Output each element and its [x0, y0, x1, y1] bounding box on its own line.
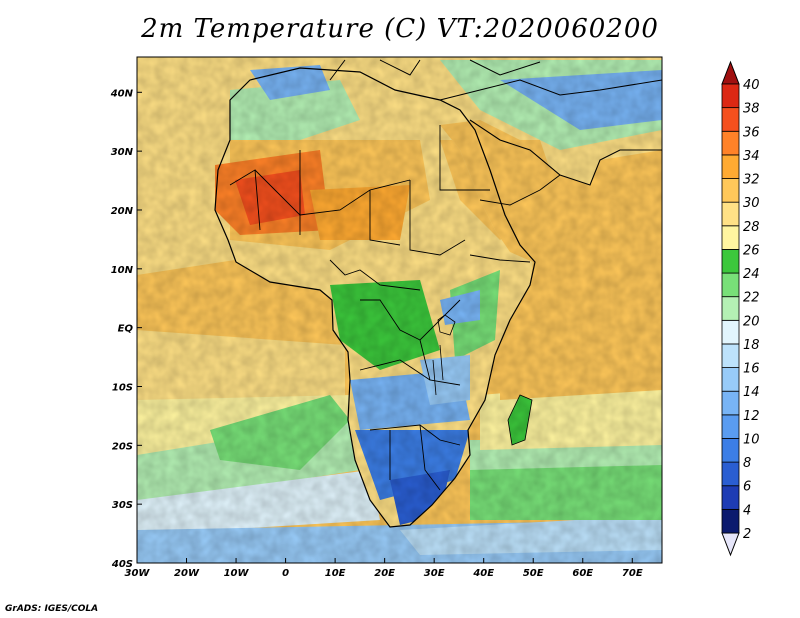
- colorbar-box: [721, 485, 740, 510]
- colorbar-label: 36: [743, 125, 760, 140]
- lat-tick-label: 30N: [111, 147, 134, 158]
- colorbar-label: 22: [743, 291, 760, 306]
- colorbar-label: 18: [743, 338, 760, 353]
- lon-tick-label: 70E: [622, 568, 643, 579]
- lon-tick-label: 10E: [325, 568, 346, 579]
- colorbar-label: 8: [743, 456, 751, 471]
- colorbar-label: 40: [743, 78, 760, 93]
- colorbar-box: [721, 508, 740, 534]
- colorbar-box: [721, 296, 740, 321]
- lon-tick-label: 20W: [174, 568, 200, 579]
- grads-credit: GrADS: IGES/COLA: [5, 604, 99, 614]
- colorbar-label: 32: [743, 173, 760, 188]
- lat-tick-label: 30S: [112, 500, 133, 511]
- colorbar-box: [721, 367, 740, 392]
- lon-tick-label: 20E: [374, 568, 395, 579]
- lat-tick-label: EQ: [118, 324, 134, 335]
- colorbar-box: [721, 130, 740, 156]
- lakes: [432, 314, 456, 396]
- lat-tick-label: 20S: [112, 441, 133, 452]
- lat-tick-label: 10S: [112, 382, 133, 393]
- colorbar-label: 2: [743, 527, 751, 542]
- arabia-coastline: [469, 119, 662, 186]
- lat-axis: 40N 30N 20N 10N EQ 10S 20S 30S 40S: [110, 88, 142, 570]
- temperature-field: [137, 57, 662, 563]
- colorbar-box: [721, 390, 740, 416]
- lon-axis: 30W 20W 10W 0 10E 20E 30E 40E 50E 60E 70E: [125, 558, 643, 579]
- colorbar-box: [721, 201, 740, 227]
- colorbar-label: 34: [743, 149, 760, 164]
- colorbar-label: 14: [743, 385, 760, 400]
- colorbar-box: [721, 225, 740, 250]
- colorbar-label: 4: [743, 503, 751, 518]
- levant-coastline: [439, 79, 662, 101]
- colorbar-box: [721, 319, 740, 345]
- colorbar-label: 12: [743, 409, 760, 424]
- lon-tick-label: 30E: [424, 568, 445, 579]
- colorbar-box: [721, 272, 740, 298]
- colorbar-box: [721, 178, 740, 203]
- colorbar-box: [721, 154, 740, 179]
- colorbar-label: 30: [743, 196, 760, 211]
- field-texture: [137, 57, 662, 563]
- lon-tick-label: 0: [282, 568, 289, 579]
- colorbar-box: [721, 414, 740, 439]
- colorbar-box: [721, 461, 740, 487]
- colorbar-label: 16: [743, 362, 760, 377]
- lon-tick-label: 30W: [125, 568, 151, 579]
- country-borders: [229, 125, 561, 491]
- colorbar-label: 38: [743, 102, 760, 117]
- colorbar-under-arrow: [721, 532, 740, 557]
- colorbar-box: [721, 343, 740, 368]
- colorbar-box: [721, 249, 740, 274]
- map-title: 2m Temperature (C) VT:2020060200: [141, 14, 659, 44]
- lat-tick-label: 40S: [111, 559, 133, 570]
- colorbar-label: 20: [743, 314, 760, 329]
- lon-tick-label: 40E: [472, 568, 494, 579]
- colorbar-box: [721, 438, 740, 463]
- colorbar-label: 24: [743, 267, 760, 282]
- colorbar-over-arrow: [721, 60, 740, 85]
- colorbar-box: [721, 83, 740, 109]
- europe-coastline: [329, 59, 541, 81]
- lon-tick-label: 10W: [224, 568, 250, 579]
- lat-tick-label: 10N: [111, 265, 134, 276]
- lat-tick-label: 20N: [111, 206, 134, 217]
- colorbar-label: 6: [743, 480, 751, 495]
- africa-coastline: [214, 67, 536, 528]
- lon-tick-label: 50E: [523, 568, 544, 579]
- lat-tick-label: 40N: [110, 88, 134, 99]
- colorbar-box: [721, 107, 740, 132]
- map-frame: [136, 56, 663, 564]
- colorbar-label: 26: [743, 243, 760, 258]
- colorbar-label: 10: [743, 432, 760, 447]
- lon-tick-label: 60E: [572, 568, 593, 579]
- colorbar-label: 28: [743, 220, 760, 235]
